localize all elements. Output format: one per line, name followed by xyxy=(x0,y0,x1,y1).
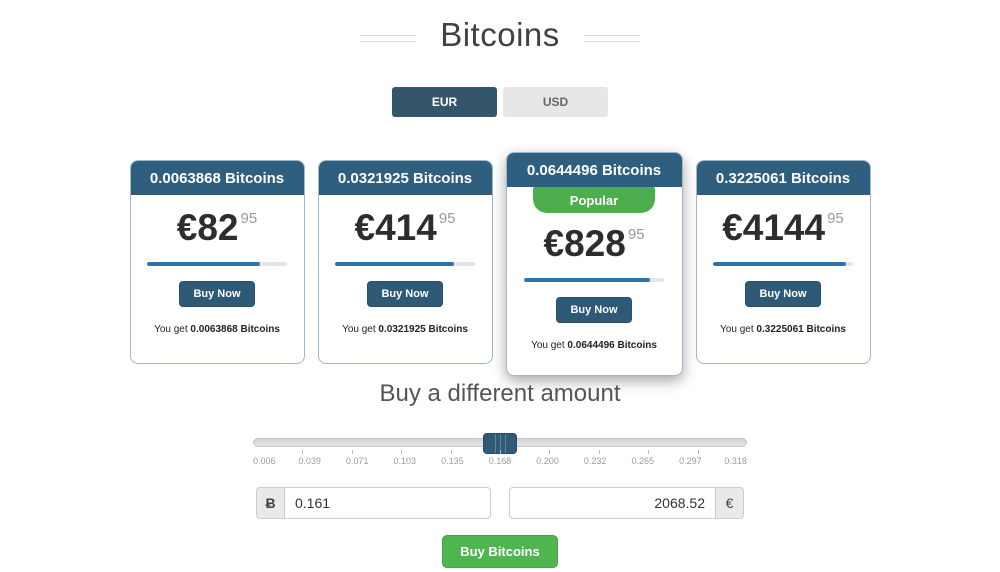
price-progress-track xyxy=(335,262,475,266)
you-get-text: You get 0.0644496 Bitcoins xyxy=(531,340,657,351)
price-cents: 95 xyxy=(438,209,456,227)
currency-symbol: € xyxy=(543,223,565,264)
buy-now-button[interactable]: Buy Now xyxy=(367,281,443,307)
you-get-text: You get 0.0321925 Bitcoins xyxy=(342,324,468,335)
you-get-amount: 0.0063868 Bitcoins xyxy=(190,324,280,335)
pricing-cards-row: 0.0063868 Bitcoins €82 95 Buy Now You get… xyxy=(0,152,1000,376)
buy-now-button[interactable]: Buy Now xyxy=(745,281,821,307)
pricing-card-4: 0.3225061 Bitcoins €4144 95 Buy Now You g… xyxy=(695,160,871,364)
currency-toggle: EUR USD xyxy=(0,87,1000,117)
you-get-prefix: You get xyxy=(720,324,757,335)
price-cents: 95 xyxy=(827,209,844,227)
pricing-card-1: 0.0063868 Bitcoins €82 95 Buy Now You get… xyxy=(129,160,305,364)
slider-tick xyxy=(648,450,650,454)
price-progress-track xyxy=(147,262,287,266)
buy-row: Buy Bitcoins xyxy=(0,535,1000,568)
price-whole: 82 xyxy=(197,207,239,248)
slider-handle[interactable] xyxy=(483,433,517,454)
card-price: €82 95 xyxy=(177,209,257,246)
buy-bitcoins-button[interactable]: Buy Bitcoins xyxy=(442,535,558,568)
currency-symbol: € xyxy=(176,207,198,248)
card-header: 0.0321925 Bitcoins xyxy=(318,161,492,195)
eur-amount-input[interactable] xyxy=(509,487,716,519)
card-price: €414 95 xyxy=(355,209,456,246)
page-title: Bitcoins xyxy=(440,16,560,53)
slider-label: 0.103 xyxy=(393,456,417,466)
price-whole: 4144 xyxy=(742,207,826,248)
you-get-text: You get 0.0063868 Bitcoins xyxy=(154,324,280,335)
card-header: 0.0644496 Bitcoins xyxy=(506,153,682,187)
slider-tick xyxy=(500,450,501,454)
slider-tick xyxy=(351,450,353,454)
eur-input-group: € xyxy=(509,487,744,519)
pricing-card-3-popular: 0.0644496 Bitcoins Popular €828 95 Buy No… xyxy=(505,152,683,376)
title-decoration-right xyxy=(583,34,640,42)
slider-label: 0.006 xyxy=(253,456,276,466)
slider-labels: 0.006 0.039 0.071 0.103 0.135 0.168 0.20… xyxy=(253,456,747,466)
price-progress-fill xyxy=(147,262,261,266)
slider-label: 0.071 xyxy=(345,456,369,466)
popular-badge: Popular xyxy=(533,187,655,213)
you-get-amount: 0.0321925 Bitcoins xyxy=(378,324,468,335)
price-progress-fill xyxy=(524,278,650,282)
card-price: €828 95 xyxy=(544,225,645,262)
pricing-card-2: 0.0321925 Bitcoins €414 95 Buy Now You ge… xyxy=(317,160,493,364)
slider-label: 0.168 xyxy=(488,456,512,466)
slider-label: 0.265 xyxy=(631,456,655,466)
usd-toggle-button[interactable]: USD xyxy=(503,87,608,117)
slider-label: 0.318 xyxy=(724,456,747,466)
you-get-prefix: You get xyxy=(342,324,379,335)
price-cents: 95 xyxy=(627,225,645,243)
slider-tick xyxy=(697,450,699,454)
amount-inputs-row: Ƀ € xyxy=(0,487,1000,519)
title-row: Bitcoins xyxy=(0,0,1000,54)
slider-tick xyxy=(450,450,452,454)
price-cents: 95 xyxy=(240,209,258,227)
buy-now-button[interactable]: Buy Now xyxy=(556,297,632,323)
slider-label: 0.200 xyxy=(536,456,559,466)
eur-toggle-button[interactable]: EUR xyxy=(392,87,497,117)
bitcoin-symbol-icon: Ƀ xyxy=(256,487,284,519)
slider-tick xyxy=(302,450,304,454)
currency-symbol: € xyxy=(722,207,743,248)
buy-now-button[interactable]: Buy Now xyxy=(179,281,255,307)
slider-label: 0.232 xyxy=(583,456,607,466)
slider-track[interactable] xyxy=(253,433,747,454)
slider-tick xyxy=(549,450,551,454)
price-progress-track xyxy=(524,278,664,282)
amount-slider: 0.006 0.039 0.071 0.103 0.135 0.168 0.20… xyxy=(253,433,747,466)
title-decoration-left xyxy=(360,34,417,42)
slider-label: 0.135 xyxy=(441,456,464,466)
you-get-prefix: You get xyxy=(531,340,568,351)
btc-input-group: Ƀ xyxy=(256,487,491,519)
card-header: 0.0063868 Bitcoins xyxy=(130,161,304,195)
amount-heading: Buy a different amount xyxy=(379,380,621,407)
you-get-amount: 0.0644496 Bitcoins xyxy=(567,340,657,351)
card-price: €4144 95 xyxy=(722,209,844,246)
price-progress-fill xyxy=(713,262,846,266)
slider-ticks xyxy=(253,449,747,455)
you-get-text: You get 0.3225061 Bitcoins xyxy=(720,324,846,335)
price-progress-fill xyxy=(335,262,454,266)
you-get-amount: 0.3225061 Bitcoins xyxy=(756,324,846,335)
slider-tick xyxy=(401,450,403,454)
btc-amount-input[interactable] xyxy=(284,487,491,519)
you-get-prefix: You get xyxy=(154,324,191,335)
slider-tick xyxy=(598,450,600,454)
price-progress-track xyxy=(713,262,853,266)
price-whole: 828 xyxy=(564,223,626,264)
slider-label: 0.297 xyxy=(679,456,702,466)
currency-symbol: € xyxy=(354,207,376,248)
price-whole: 414 xyxy=(375,207,437,248)
card-header: 0.3225061 Bitcoins xyxy=(696,161,870,195)
slider-label: 0.039 xyxy=(298,456,321,466)
euro-symbol-icon: € xyxy=(716,487,744,519)
